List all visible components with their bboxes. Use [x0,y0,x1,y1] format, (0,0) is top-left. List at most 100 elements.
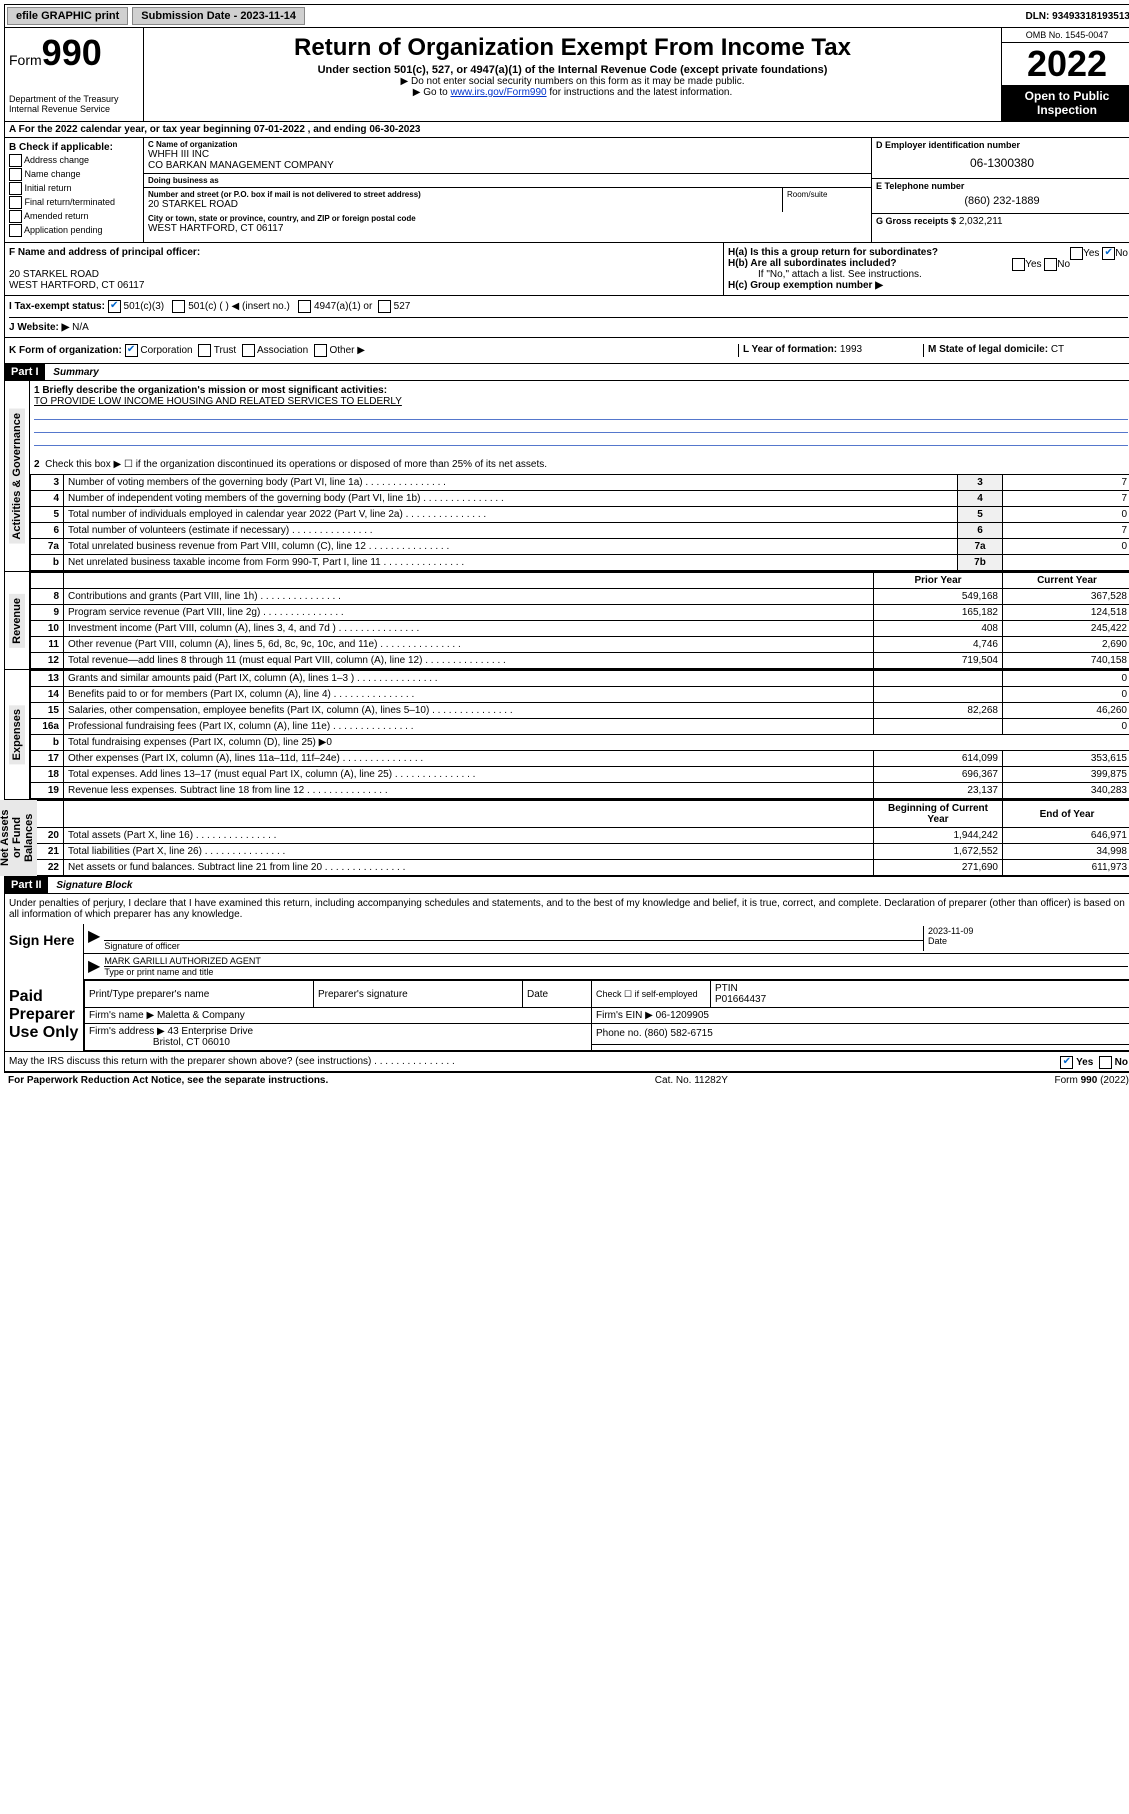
corp-checkbox[interactable] [125,344,138,357]
ha-no-checkbox[interactable] [1102,247,1115,260]
q1-text: TO PROVIDE LOW INCOME HOUSING AND RELATE… [34,396,402,407]
discuss-yes-checkbox[interactable] [1060,1056,1073,1069]
dba-label: Doing business as [148,176,867,185]
expenses-table: 13Grants and similar amounts paid (Part … [30,670,1129,799]
firm-phone-value: (860) 582-6715 [644,1028,712,1039]
q1-label: 1 Briefly describe the organization's mi… [34,385,387,396]
officer-label: F Name and address of principal officer: [9,247,200,258]
table-row: 15Salaries, other compensation, employee… [31,703,1129,719]
section-fh: F Name and address of principal officer:… [4,243,1129,296]
firm-addr2: Bristol, CT 06010 [153,1037,230,1048]
efile-button[interactable]: efile GRAPHIC print [7,7,128,25]
form-header: Form990 Department of the Treasury Inter… [4,28,1129,122]
firm-phone-label: Phone no. [596,1028,642,1039]
row-a-tax-year: A For the 2022 calendar year, or tax yea… [4,122,1129,138]
declaration-text: Under penalties of perjury, I declare th… [5,894,1129,924]
col-d-ein: D Employer identification number 06-1300… [871,138,1129,242]
form990-link[interactable]: www.irs.gov/Form990 [450,87,546,98]
paid-preparer-label: Paid Preparer Use Only [5,980,84,1051]
dept-label: Department of the Treasury Internal Reve… [9,94,139,114]
col-b-item[interactable]: Final return/terminated [9,196,139,209]
501c3-label: 501(c)(3) [124,301,165,312]
ptin-value: P01664437 [715,994,766,1005]
prep-sig-label: Preparer's signature [318,989,408,1000]
table-row: 9Program service revenue (Part VIII, lin… [31,605,1129,621]
addr-value: 20 STARKEL ROAD [148,199,778,210]
gross-value: 2,032,211 [959,216,1003,227]
org-name-1: WHFH III INC [148,149,867,160]
room-suite-label: Room/suite [783,188,871,212]
col-f-officer: F Name and address of principal officer:… [5,243,723,295]
governance-section: Activities & Governance 1 Briefly descri… [4,381,1129,572]
corp-label: Corporation [140,345,192,356]
table-row: 11Other revenue (Part VIII, column (A), … [31,637,1129,653]
hb-yes-label: Yes [1025,259,1041,270]
501c-checkbox[interactable] [172,300,185,313]
arrow-icon: ▶ [88,956,100,977]
table-row: 14Benefits paid to or for members (Part … [31,687,1129,703]
ha-label: H(a) Is this a group return for subordin… [728,247,938,258]
hb-yes-checkbox[interactable] [1012,258,1025,271]
table-header-row: Prior YearCurrent Year [31,573,1129,589]
501c3-checkbox[interactable] [108,300,121,313]
ptin-label: PTIN [715,983,738,994]
domicile-label: M State of legal domicile: [928,344,1048,355]
assoc-label: Association [257,345,308,356]
col-h-group: H(a) Is this a group return for subordin… [723,243,1129,295]
table-row: 22Net assets or fund balances. Subtract … [31,860,1129,876]
form-title: Return of Organization Exempt From Incom… [148,34,997,62]
dln-label: DLN: 93493318193513 [1025,11,1129,22]
form-note2: ▶ Go to www.irs.gov/Form990 for instruct… [148,87,997,98]
net-assets-section: Net Assets or Fund Balances Beginning of… [4,800,1129,877]
part1-header-row: Part I Summary [4,364,1129,381]
submission-date-button[interactable]: Submission Date - 2023-11-14 [132,7,305,25]
firm-ein-label: Firm's EIN ▶ [596,1010,653,1021]
year-box: OMB No. 1545-0047 2022 Open to Public In… [1001,28,1129,121]
table-row: 3Number of voting members of the governi… [31,475,1129,491]
revenue-table: Prior YearCurrent Year8Contributions and… [30,572,1129,669]
other-checkbox[interactable] [314,344,327,357]
table-row: bTotal fundraising expenses (Part IX, co… [31,735,1129,751]
col-b-item[interactable]: Name change [9,168,139,181]
col-b-item[interactable]: Amended return [9,210,139,223]
col-b-item[interactable]: Initial return [9,182,139,195]
page-footer: For Paperwork Reduction Act Notice, see … [4,1072,1129,1088]
assoc-checkbox[interactable] [242,344,255,357]
note2-post: for instructions and the latest informat… [547,87,733,98]
col-b-item[interactable]: Address change [9,154,139,167]
sig-date-value: 2023-11-09 [928,926,1128,936]
trust-checkbox[interactable] [198,344,211,357]
table-row: 19Revenue less expenses. Subtract line 1… [31,783,1129,799]
table-row: bNet unrelated business taxable income f… [31,555,1129,571]
note2-pre: ▶ Go to [413,87,451,98]
4947-checkbox[interactable] [298,300,311,313]
governance-table: 3Number of voting members of the governi… [30,474,1129,571]
officer-line2: 20 STARKEL ROAD [9,269,99,280]
name-title-label: Type or print name and title [104,967,213,977]
table-row: 6Total number of volunteers (estimate if… [31,523,1129,539]
table-row: 18Total expenses. Add lines 13–17 (must … [31,767,1129,783]
paid-preparer-table: Print/Type preparer's name Preparer's si… [84,980,1129,1051]
revenue-vlabel: Revenue [9,594,25,648]
org-name-2: CO BARKAN MANAGEMENT COMPANY [148,160,867,171]
ha-yes-checkbox[interactable] [1070,247,1083,260]
part2-header-row: Part II Signature Block [4,877,1129,894]
form-number: 990 [42,32,102,73]
col-b-item[interactable]: Application pending [9,224,139,237]
table-row: 16aProfessional fundraising fees (Part I… [31,719,1129,735]
officer-name-value: MARK GARILLI AUTHORIZED AGENT [104,956,1128,967]
part2-title: Signature Block [50,878,138,893]
hb-no-checkbox[interactable] [1044,258,1057,271]
part1-badge: Part I [5,364,45,380]
row-k-label: K Form of organization: [9,345,122,356]
discuss-label: May the IRS discuss this return with the… [9,1056,371,1067]
table-row: 21Total liabilities (Part X, line 26)1,6… [31,844,1129,860]
year-formation-label: L Year of formation: [743,344,837,355]
discuss-no-label: No [1115,1057,1128,1068]
firm-ein-value: 06-1209905 [656,1010,709,1021]
table-row: 10Investment income (Part VIII, column (… [31,621,1129,637]
officer-line3: WEST HARTFORD, CT 06117 [9,280,144,291]
discuss-no-checkbox[interactable] [1099,1056,1112,1069]
4947-label: 4947(a)(1) or [314,301,372,312]
527-checkbox[interactable] [378,300,391,313]
